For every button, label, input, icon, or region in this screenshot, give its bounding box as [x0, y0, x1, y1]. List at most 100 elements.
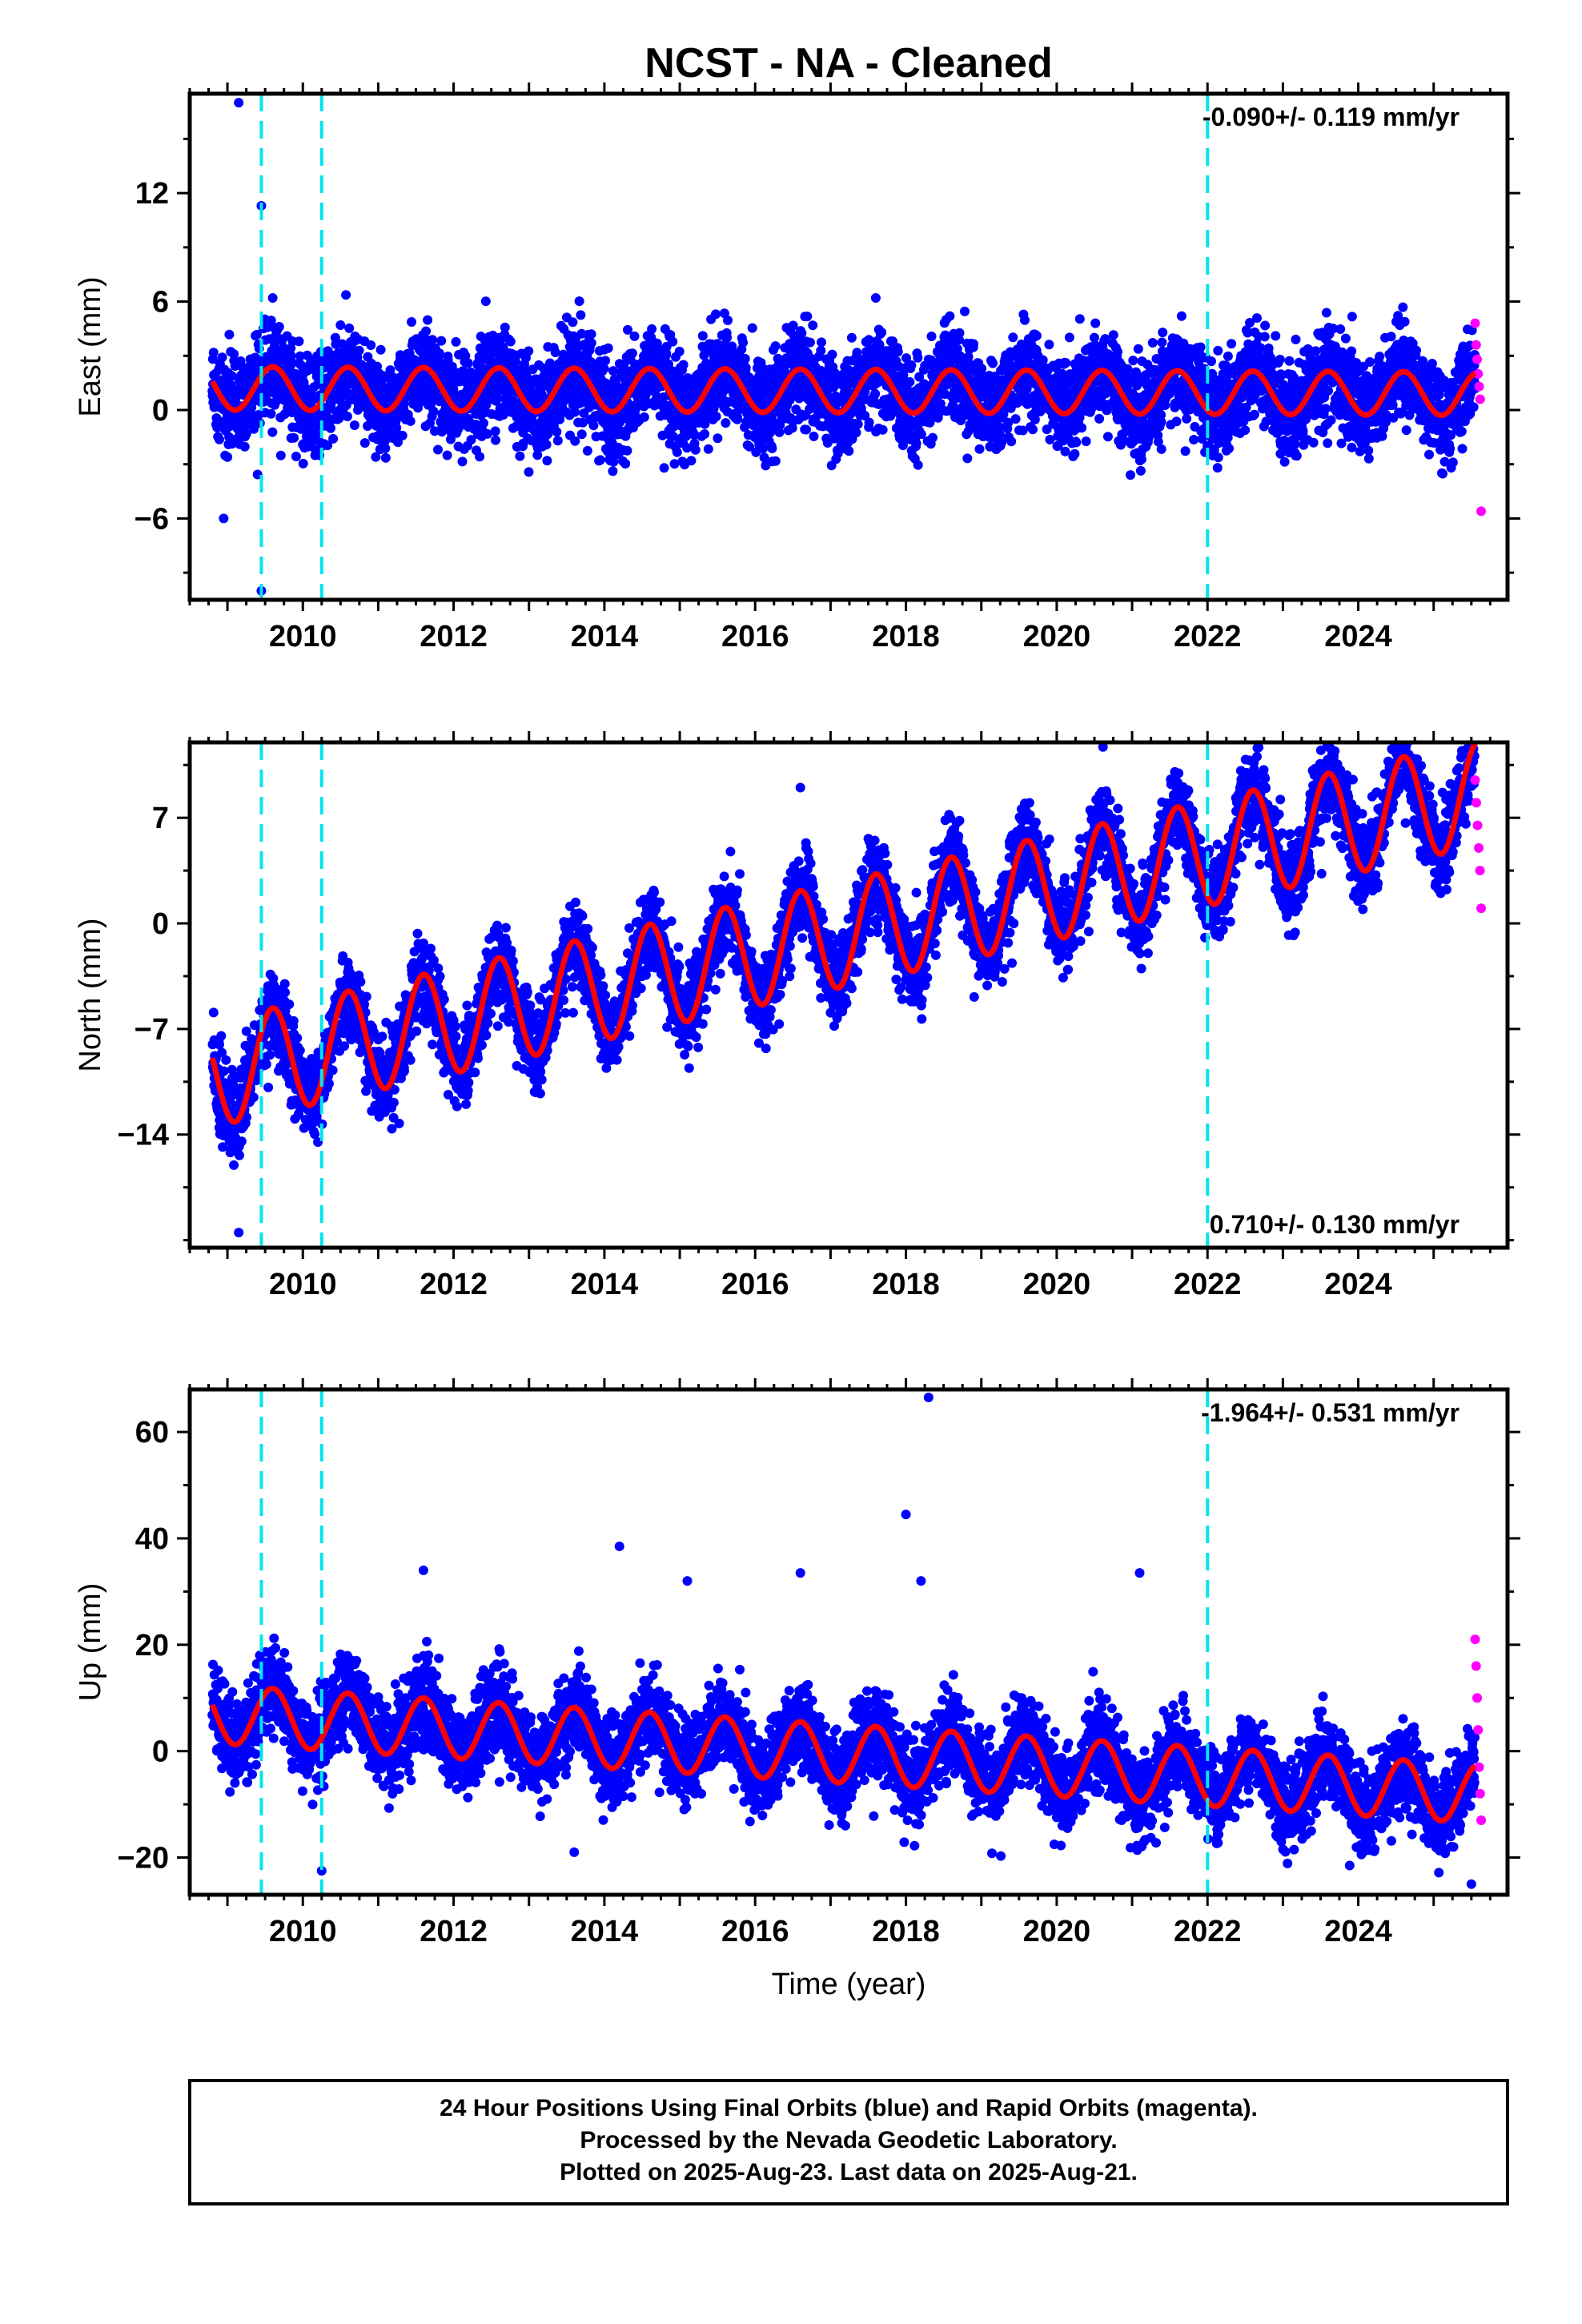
final-orbit-point: [287, 356, 297, 367]
final-orbit-point: [988, 358, 998, 368]
final-orbit-point: [294, 336, 304, 347]
final-orbit-point: [262, 322, 272, 332]
final-orbit-point: [550, 348, 560, 357]
final-orbit-point: [711, 309, 721, 320]
final-orbit-point: [1070, 448, 1080, 459]
final-orbit-point: [622, 445, 632, 456]
final-orbit-point: [1249, 409, 1259, 420]
final-orbit-point: [1031, 331, 1042, 341]
final-orbit-point: [1275, 354, 1285, 364]
east-panel: 2010 2012 2014 2016 2018 2020 2022 2024−60612Ea…: [74, 82, 1520, 653]
final-orbit-point: [1061, 358, 1071, 368]
final-orbit-point: [928, 432, 938, 443]
final-orbit-point: [816, 345, 826, 356]
final-orbit-point: [223, 452, 233, 462]
final-orbit-point: [463, 358, 473, 368]
final-orbit-point: [758, 444, 769, 454]
final-orbit-point: [217, 352, 227, 363]
final-orbit-point: [913, 460, 923, 470]
final-orbit-point: [678, 360, 689, 370]
final-orbit-point: [1189, 435, 1199, 444]
final-orbit-point: [266, 408, 276, 419]
final-orbit-point: [342, 412, 352, 421]
final-orbit-point: [913, 352, 923, 363]
final-orbit-point: [524, 467, 534, 477]
final-orbit-point: [366, 340, 376, 350]
final-orbit-point: [974, 444, 985, 454]
final-orbit-point: [1207, 356, 1216, 367]
final-orbit-point: [805, 337, 815, 348]
final-orbit-point: [434, 348, 444, 359]
final-orbit-point: [500, 322, 510, 332]
final-orbit-point: [371, 452, 381, 462]
final-orbit-point: [809, 431, 819, 441]
final-orbit-point: [568, 317, 578, 328]
final-orbit-point: [603, 343, 613, 353]
final-orbit-point: [893, 347, 903, 357]
final-orbit-point: [524, 346, 534, 356]
final-orbit-point: [620, 459, 631, 468]
final-orbit-point: [1158, 328, 1168, 338]
final-orbit-point: [741, 363, 751, 373]
final-orbit-point: [266, 316, 276, 326]
final-orbit-point: [647, 324, 657, 334]
final-orbit-point: [1020, 315, 1030, 325]
final-orbit-point: [864, 335, 874, 345]
final-orbit-point: [700, 429, 710, 439]
final-orbit-point: [354, 345, 364, 356]
final-orbit-point: [1071, 437, 1082, 448]
final-orbit-point: [1223, 351, 1233, 361]
final-orbit-point: [570, 407, 580, 417]
final-orbit-point: [1136, 454, 1146, 464]
final-orbit-point: [1064, 332, 1074, 343]
final-orbit-point: [690, 444, 701, 455]
final-orbit-point: [1102, 432, 1113, 442]
final-orbit-point: [552, 436, 563, 446]
final-orbit-point: [298, 458, 308, 468]
final-orbit-point: [274, 322, 284, 332]
final-orbit-point: [291, 452, 301, 461]
final-orbit-point: [1126, 470, 1135, 480]
final-orbit-point: [385, 365, 396, 376]
final-orbit-point: [1263, 343, 1274, 353]
final-orbit-point: [436, 336, 447, 346]
final-orbit-point: [1259, 332, 1270, 342]
final-orbit-point: [770, 341, 781, 352]
final-orbit-point: [954, 328, 965, 338]
final-orbit-point: [770, 456, 781, 466]
final-orbit-point: [1195, 342, 1206, 352]
final-orbit-point: [380, 452, 391, 463]
final-orbit-point: [344, 323, 355, 333]
final-orbit-point: [380, 443, 391, 453]
final-orbit-point: [853, 419, 863, 429]
final-orbit-point: [267, 427, 278, 437]
final-orbit-point: [852, 348, 862, 358]
final-orbit-point: [480, 296, 491, 307]
final-orbit-point: [977, 364, 987, 374]
final-orbit-point: [582, 445, 592, 456]
final-orbit-point: [215, 434, 224, 444]
final-orbit-point: [442, 450, 452, 460]
final-orbit-point: [870, 388, 881, 399]
final-orbit-point: [767, 443, 777, 453]
final-orbit-point: [349, 420, 359, 430]
final-orbit-point: [1135, 465, 1146, 476]
final-orbit-point: [1122, 364, 1133, 374]
final-orbit-point: [1074, 314, 1085, 324]
final-orbit-point: [844, 446, 854, 456]
final-orbit-point: [428, 406, 439, 416]
final-orbit-point: [817, 337, 826, 348]
final-orbit-point: [911, 438, 921, 448]
final-orbit-point: [335, 320, 346, 330]
final-orbit-point: [1006, 436, 1017, 447]
final-orbit-point: [295, 351, 305, 361]
final-orbit-point: [608, 466, 618, 476]
final-orbit-point: [906, 360, 917, 370]
final-orbit-point: [1156, 444, 1166, 454]
final-orbit-point: [600, 356, 611, 366]
final-orbit-point: [1113, 347, 1122, 357]
final-orbit-point: [515, 451, 525, 461]
final-orbit-point: [1284, 356, 1295, 366]
final-orbit-point: [1252, 313, 1262, 324]
final-orbit-point: [1291, 334, 1301, 344]
